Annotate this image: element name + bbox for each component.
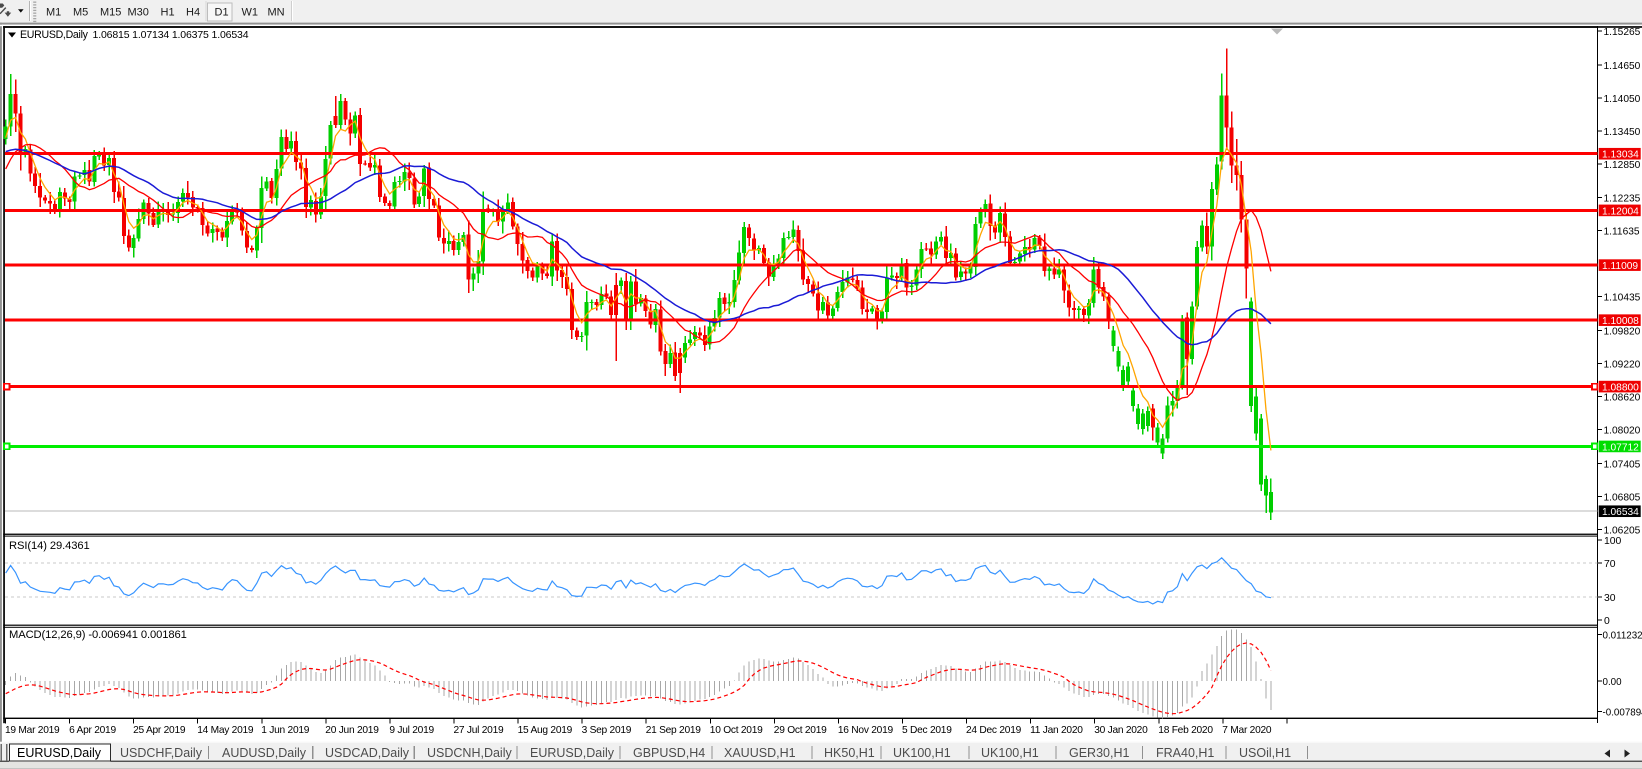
svg-text:USDCNH,Daily: USDCNH,Daily (427, 746, 512, 760)
svg-text:1.15265: 1.15265 (1604, 27, 1641, 38)
svg-text:EURUSD,Daily: EURUSD,Daily (17, 746, 102, 760)
svg-text:5 Dec 2019: 5 Dec 2019 (902, 725, 952, 736)
svg-text:0.00: 0.00 (1603, 677, 1623, 688)
svg-text:1.13450: 1.13450 (1604, 127, 1641, 138)
svg-text:M1: M1 (46, 7, 61, 19)
svg-text:21 Sep 2019: 21 Sep 2019 (646, 725, 702, 736)
svg-text:GBPUSD,H4: GBPUSD,H4 (633, 746, 705, 760)
svg-text:H1: H1 (161, 7, 175, 19)
svg-text:1.09820: 1.09820 (1604, 327, 1641, 338)
svg-text:M30: M30 (128, 7, 149, 19)
svg-text:MN: MN (268, 7, 285, 19)
svg-text:FRA40,H1: FRA40,H1 (1156, 746, 1214, 760)
svg-text:24 Dec 2019: 24 Dec 2019 (966, 725, 1022, 736)
svg-text:25 Apr 2019: 25 Apr 2019 (133, 725, 186, 736)
svg-text:1.13034: 1.13034 (1602, 150, 1639, 161)
svg-text:30 Jan 2020: 30 Jan 2020 (1094, 725, 1148, 736)
svg-text:AUDUSD,Daily: AUDUSD,Daily (222, 746, 307, 760)
svg-text:30: 30 (1604, 593, 1616, 604)
svg-text:USDCHF,Daily: USDCHF,Daily (120, 746, 203, 760)
svg-text:1.10008: 1.10008 (1602, 316, 1639, 327)
svg-text:10 Oct 2019: 10 Oct 2019 (710, 725, 763, 736)
svg-text:15 Aug 2019: 15 Aug 2019 (518, 725, 573, 736)
svg-text:9 Jul 2019: 9 Jul 2019 (389, 725, 434, 736)
svg-text:1.09220: 1.09220 (1604, 360, 1641, 371)
svg-text:1.08620: 1.08620 (1604, 393, 1641, 404)
svg-text:D1: D1 (215, 7, 229, 19)
svg-text:HK50,H1: HK50,H1 (824, 746, 875, 760)
svg-text:M5: M5 (73, 7, 88, 19)
svg-text:100: 100 (1604, 536, 1622, 547)
svg-text:70: 70 (1604, 559, 1616, 570)
svg-text:GER30,H1: GER30,H1 (1069, 746, 1129, 760)
svg-text:1.10435: 1.10435 (1604, 293, 1641, 304)
svg-text:XAUUSD,H1: XAUUSD,H1 (724, 746, 796, 760)
svg-text:EURUSD,Daily: EURUSD,Daily (20, 29, 89, 41)
svg-text:1.06205: 1.06205 (1604, 525, 1641, 536)
svg-text:1.11635: 1.11635 (1604, 227, 1640, 238)
svg-text:0.011232: 0.011232 (1603, 631, 1642, 642)
svg-text:W1: W1 (242, 7, 259, 19)
svg-text:0: 0 (1604, 616, 1610, 627)
svg-text:27 Jul 2019: 27 Jul 2019 (454, 725, 505, 736)
svg-text:6 Apr 2019: 6 Apr 2019 (69, 725, 116, 736)
svg-text:USOil,H1: USOil,H1 (1239, 746, 1291, 760)
svg-text:1.12004: 1.12004 (1602, 206, 1639, 217)
svg-text:1.12235: 1.12235 (1604, 194, 1641, 205)
svg-text:7 Mar 2020: 7 Mar 2020 (1222, 725, 1272, 736)
svg-text:-0.007894: -0.007894 (1603, 708, 1642, 719)
svg-text:1.08800: 1.08800 (1602, 383, 1639, 394)
svg-text:29 Oct 2019: 29 Oct 2019 (774, 725, 827, 736)
svg-text:UK100,H1: UK100,H1 (893, 746, 951, 760)
svg-text:1 Jun 2019: 1 Jun 2019 (261, 725, 309, 736)
svg-text:RSI(14) 29.4361: RSI(14) 29.4361 (9, 540, 90, 552)
svg-text:1.07712: 1.07712 (1602, 442, 1639, 453)
svg-text:1.06534: 1.06534 (1602, 507, 1639, 518)
svg-text:UK100,H1: UK100,H1 (981, 746, 1039, 760)
svg-text:18 Feb 2020: 18 Feb 2020 (1158, 725, 1213, 736)
svg-text:1.07405: 1.07405 (1604, 459, 1641, 470)
svg-text:1.08020: 1.08020 (1604, 426, 1641, 437)
svg-text:11 Jan 2020: 11 Jan 2020 (1030, 725, 1083, 736)
svg-text:1.11009: 1.11009 (1602, 261, 1638, 272)
svg-text:1.14050: 1.14050 (1604, 94, 1641, 105)
svg-text:1.12850: 1.12850 (1604, 160, 1641, 171)
svg-text:16 Nov 2019: 16 Nov 2019 (838, 725, 894, 736)
svg-text:USDCAD,Daily: USDCAD,Daily (325, 746, 410, 760)
svg-text:19 Mar 2019: 19 Mar 2019 (5, 725, 60, 736)
svg-text:1.14650: 1.14650 (1604, 61, 1641, 72)
svg-text:MACD(12,26,9) -0.006941 0.0018: MACD(12,26,9) -0.006941 0.001861 (9, 629, 187, 641)
svg-text:M15: M15 (100, 7, 121, 19)
svg-text:H4: H4 (186, 7, 200, 19)
svg-text:1.06815 1.07134 1.06375 1.0653: 1.06815 1.07134 1.06375 1.06534 (93, 29, 249, 41)
svg-text:1.06805: 1.06805 (1604, 492, 1641, 503)
svg-text:20 Jun 2019: 20 Jun 2019 (325, 725, 379, 736)
svg-text:14 May 2019: 14 May 2019 (197, 725, 254, 736)
svg-text:3 Sep 2019: 3 Sep 2019 (582, 725, 632, 736)
svg-text:EURUSD,Daily: EURUSD,Daily (530, 746, 615, 760)
